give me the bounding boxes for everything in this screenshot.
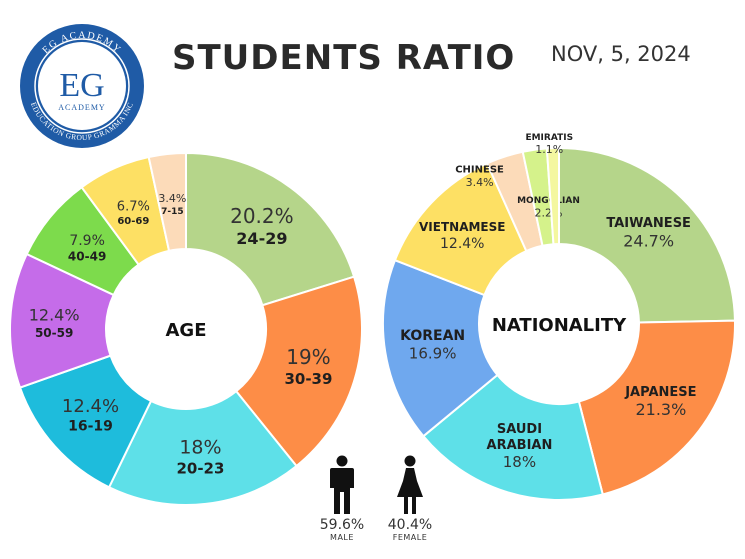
age-value-16-19: 12.4%	[62, 396, 119, 417]
nat-slice-japanese	[577, 319, 736, 496]
nat-label-japanese: JAPANESE	[624, 385, 696, 400]
nat-slice-taiwanese	[558, 146, 736, 324]
nat-value-chinese: 3.4%	[466, 176, 494, 189]
male-percent: 59.6%	[319, 517, 365, 533]
age-slice-24-29	[185, 151, 356, 307]
nat-label-saudi-arabian: SAUDI	[497, 422, 542, 437]
nat-label-mongolian: MONGOLIAN	[517, 196, 580, 206]
nat-value-saudi-arabian: 18%	[503, 453, 536, 471]
nat-value-korean: 16.9%	[409, 344, 457, 362]
nat-label-chinese: CHINESE	[455, 164, 504, 175]
female-percent: 40.4%	[387, 517, 433, 533]
age-value-60-69: 6.7%	[117, 200, 150, 215]
age-label-20-23: 20-23	[176, 459, 224, 477]
nationality-donut-chart: TAIWANESE24.7%JAPANESE21.3%SAUDIARABIAN1…	[382, 133, 736, 501]
age-value-7-15: 3.4%	[158, 192, 186, 205]
age-label-50-59: 50-59	[35, 326, 73, 340]
nat-label-korean: KOREAN	[400, 328, 465, 344]
nat-value-japanese: 21.3%	[635, 400, 686, 419]
age-label-16-19: 16-19	[68, 418, 113, 434]
nat-label-emiratis: EMIRATIS	[525, 133, 573, 143]
age-label-60-69: 60-69	[117, 216, 149, 227]
age-label-7-15: 7-15	[161, 207, 184, 217]
age-slice-7-15	[147, 151, 187, 253]
nat-slice-saudi-arabian	[421, 373, 604, 501]
age-label-30-39: 30-39	[284, 370, 332, 388]
report-date: NOV, 5, 2024	[551, 42, 691, 66]
age-slice-20-23	[107, 389, 298, 506]
age-value-30-39: 19%	[286, 345, 330, 369]
nat-value-taiwanese: 24.7%	[623, 231, 674, 250]
male-icon	[330, 455, 354, 514]
age-value-24-29: 20.2%	[230, 204, 294, 228]
nat-label-saudi-arabian: ARABIAN	[487, 438, 553, 453]
age-value-20-23: 18%	[179, 436, 221, 458]
page-title: STUDENTS RATIO	[172, 38, 516, 78]
male-label: MALE	[330, 533, 354, 542]
age-center	[107, 250, 265, 408]
nat-slice-emiratis	[545, 146, 560, 246]
age-center-label: AGE	[165, 320, 206, 341]
age-donut-chart: 20.2%24-2919%30-3918%20-2312.4%16-1912.4…	[9, 151, 363, 506]
age-value-40-49: 7.9%	[69, 233, 105, 249]
nat-label-taiwanese: TAIWANESE	[606, 216, 691, 231]
age-slice-30-39	[234, 275, 363, 468]
nat-label-vietnamese: VIETNAMESE	[419, 220, 505, 234]
female-icon	[397, 455, 423, 514]
eg-academy-logo: EG ACADEMY EDUCATION GROUP GRAMMA INC EG…	[20, 24, 144, 148]
nat-center-label: NATIONALITY	[492, 315, 627, 336]
male-stat: 59.6% MALE	[312, 455, 372, 542]
nat-slice-korean	[382, 258, 499, 438]
nat-value-vietnamese: 12.4%	[440, 236, 484, 252]
female-label: FEMALE	[392, 533, 428, 542]
female-stat: 40.4% FEMALE	[380, 455, 440, 542]
nat-value-emiratis: 1.1%	[535, 143, 563, 156]
logo-sub: ACADEMY	[58, 103, 105, 112]
age-label-24-29: 24-29	[236, 229, 287, 248]
age-value-50-59: 12.4%	[29, 306, 80, 325]
age-label-40-49: 40-49	[68, 250, 106, 264]
nat-center	[480, 245, 638, 403]
logo-mark: EG	[59, 67, 104, 104]
